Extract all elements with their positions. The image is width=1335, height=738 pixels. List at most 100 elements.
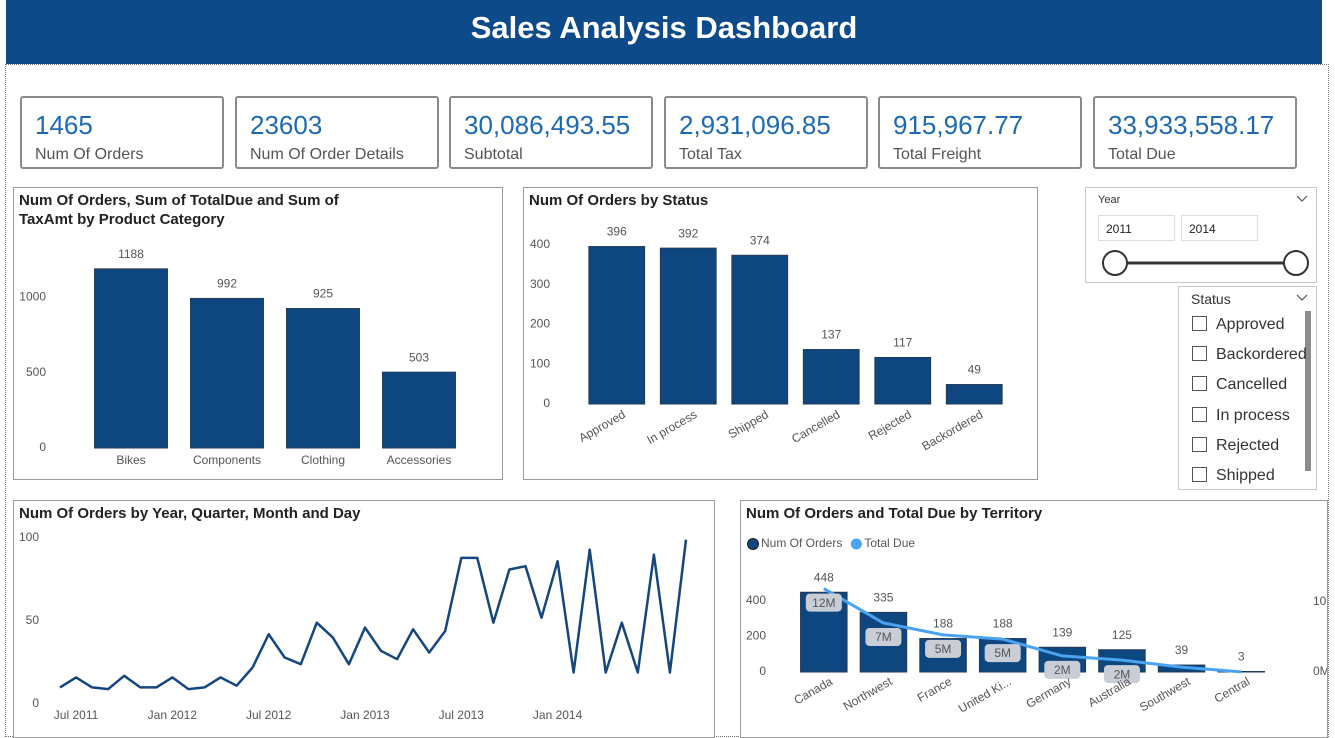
chart: 0 500 1000 1188 Bikes 992 Components 925 Clothin… (19, 247, 456, 467)
year-start-input[interactable]: 2011 (1098, 215, 1175, 241)
x-tick-label: Approved (576, 407, 627, 445)
data-label: 335 (873, 591, 893, 605)
bar (945, 384, 1003, 405)
chart-title: Num Of Orders by Year, Quarter, Month an… (19, 505, 361, 522)
status-slicer: Status Approved Backordered Cancelled In pr… (1178, 286, 1317, 490)
y-tick-label: 100 (530, 356, 550, 370)
bar (731, 254, 789, 405)
y2-tick-label: 0M (1313, 664, 1327, 678)
year-slicer[interactable]: Year 2011 2014 (1085, 187, 1317, 283)
data-label: 12M (812, 596, 835, 610)
chart-panel: Num Of Orders by Year, Quarter, Month an… (13, 500, 715, 738)
status-label: Backordered (1216, 346, 1307, 364)
y-tick-label: 300 (530, 277, 550, 291)
x-tick-label: Jan 2012 (148, 708, 198, 722)
status-label: Shipped (1216, 467, 1275, 484)
x-tick-label: United Ki... (956, 674, 1014, 715)
status-item[interactable]: Shipped (1192, 467, 1275, 487)
checkbox[interactable] (1192, 316, 1207, 331)
y-tick-label: 200 (746, 629, 766, 643)
status-label: Rejected (1216, 436, 1280, 454)
y-tick-label: 200 (530, 317, 550, 331)
y-tick-label: 100 (19, 530, 39, 544)
year-end-input[interactable]: 2014 (1181, 215, 1258, 241)
status-item[interactable]: Backordered (1192, 346, 1307, 366)
data-label: 925 (313, 287, 333, 301)
data-label: 396 (607, 225, 627, 239)
data-label-box (1044, 660, 1081, 679)
data-label-box (925, 639, 962, 658)
data-label: 2M (1114, 667, 1131, 681)
line (823, 587, 1242, 674)
data-label: 188 (993, 617, 1013, 631)
y2-tick-label: 10M (1313, 594, 1327, 608)
x-tick-label: In process (644, 407, 699, 447)
kpi-label: Num Of Orders (35, 146, 144, 163)
bar (659, 247, 717, 405)
y-tick-label: 500 (26, 365, 46, 379)
x-tick-label: Jul 2012 (246, 708, 292, 722)
header-title: Sales Analysis Dashboard (6, 0, 1322, 64)
data-label: 448 (814, 570, 834, 584)
data-label: 503 (409, 350, 429, 364)
status-item[interactable]: Cancelled (1192, 376, 1287, 396)
x-tick-label: Germany (1024, 674, 1074, 711)
kpi-value: 1465 (35, 110, 93, 140)
data-label-box (984, 644, 1021, 663)
data-label-box (865, 627, 902, 646)
data-label: 5M (935, 642, 952, 656)
y-tick-label: 0 (39, 440, 46, 454)
chart: 0 100 200 300 400 396 Approved 392 In process 374… (530, 225, 1003, 453)
status-item[interactable]: In process (1192, 406, 1290, 427)
chart-panel: Num Of Orders, Sum of TotalDue and Sum o… (13, 187, 503, 480)
status-item[interactable]: Approved (1192, 316, 1285, 336)
status-label: Cancelled (1216, 376, 1288, 394)
x-tick-label: Canada (791, 674, 835, 707)
bar (286, 308, 360, 449)
x-tick-label: Shipped (726, 407, 771, 441)
x-tick-label: Central (1212, 674, 1253, 705)
checkbox[interactable] (1192, 436, 1207, 452)
bar (874, 356, 932, 405)
chart-title: Num Of Orders and Total Due by Territory (746, 505, 1043, 522)
data-label: 2M (1054, 663, 1071, 677)
kpi-value: 915,967.77 (893, 110, 1024, 140)
kpi-card: 23603 Num Of Order Details (235, 96, 439, 169)
data-label: 3 (1238, 650, 1245, 664)
legend-marker (850, 538, 862, 550)
checkbox[interactable] (1192, 467, 1207, 482)
kpi-card: 30,086,493.55 Subtotal (449, 96, 653, 169)
kpi-label: Num Of Order Details (250, 146, 404, 163)
x-tick-label: Bikes (116, 453, 145, 467)
kpi-value: 30,086,493.55 (464, 110, 631, 140)
checkbox[interactable] (1192, 346, 1207, 362)
chevron[interactable] (1296, 194, 1308, 204)
x-tick-label: Rejected (866, 407, 914, 443)
bar (190, 297, 264, 449)
chart-panel: Num Of Orders and Total Due by Territory… (740, 500, 1328, 738)
data-label: 125 (1112, 628, 1132, 642)
status-label: Approved (1216, 316, 1285, 333)
data-label-box (1103, 665, 1140, 684)
legend-label: Total Due (864, 536, 915, 550)
scrollbar[interactable] (1305, 311, 1311, 471)
x-tick-label: Jan 2014 (533, 708, 583, 722)
range-slider[interactable] (1086, 246, 1318, 280)
bar (94, 268, 168, 449)
x-tick-label: Southwest (1137, 674, 1193, 714)
data-label: 7M (875, 630, 892, 644)
checkbox[interactable] (1192, 376, 1207, 392)
data-label-box (805, 593, 842, 612)
status-item[interactable]: Rejected (1192, 436, 1280, 457)
data-label: 392 (678, 226, 698, 240)
chart: 0 200 400 0M 10M Num Of Orders Total Due 448 335… (746, 536, 1327, 716)
x-tick-label: Backordered (919, 407, 985, 453)
data-label: 139 (1052, 625, 1072, 639)
y-tick-label: 50 (26, 613, 40, 627)
chevron[interactable] (1296, 293, 1308, 303)
data-label: 49 (968, 363, 982, 377)
slicer-title: Status (1191, 291, 1231, 307)
checkbox[interactable] (1192, 406, 1207, 422)
kpi-label: Subtotal (464, 146, 523, 163)
